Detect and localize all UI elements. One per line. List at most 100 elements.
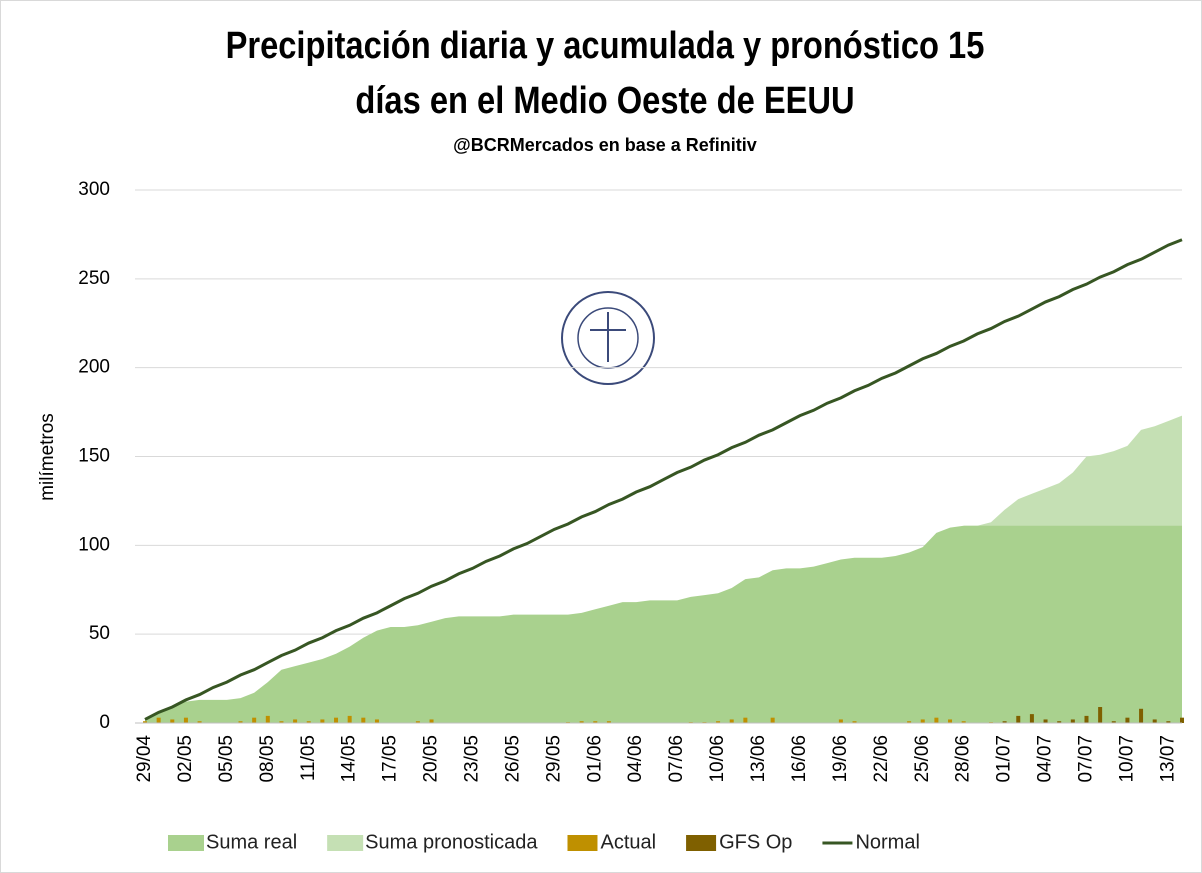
legend-item: Actual (567, 831, 656, 853)
x-tick-label: 11/05 (298, 735, 319, 781)
bar (1166, 721, 1171, 723)
bar (743, 717, 748, 723)
x-tick-label: 07/07 (1076, 735, 1097, 783)
legend-item: Suma pronosticada (327, 831, 538, 853)
bar (961, 721, 966, 723)
bar (729, 719, 734, 723)
bar (1180, 717, 1184, 723)
bar (334, 717, 339, 723)
bar (1043, 719, 1048, 723)
x-tick-label: 29/05 (543, 735, 564, 783)
bar (1002, 721, 1007, 723)
bar (143, 721, 147, 723)
x-tick-label: 02/05 (175, 735, 196, 783)
x-tick-label: 23/05 (461, 735, 482, 783)
legend-label: Suma real (206, 831, 297, 853)
chart-subtitle: @BCRMercados en base a Refinitiv (453, 135, 757, 155)
bar (579, 721, 584, 723)
bar (429, 719, 434, 723)
x-tick-label: 08/05 (257, 735, 278, 783)
bar (306, 721, 311, 723)
bar (1125, 717, 1130, 723)
chart-title: Precipitación diaria y acumulada y pronó… (226, 24, 985, 67)
x-tick-label: 04/07 (1035, 735, 1056, 783)
bar (238, 721, 243, 723)
bar (183, 717, 188, 723)
area (145, 525, 1182, 723)
bar (347, 715, 352, 723)
legend-item: GFS Op (686, 831, 792, 853)
bar (948, 719, 953, 723)
legend-label: GFS Op (719, 831, 792, 853)
x-tick-label: 01/06 (584, 735, 605, 783)
x-tick-label: 10/07 (1116, 735, 1137, 783)
y-tick-label: 50 (89, 623, 110, 644)
y-tick-label: 250 (78, 268, 110, 289)
bar (934, 717, 939, 723)
x-tick-label: 16/06 (789, 735, 810, 783)
x-tick-label: 14/05 (339, 735, 360, 783)
chart-title: días en el Medio Oeste de EEUU (355, 79, 854, 122)
x-tick-label: 22/06 (871, 735, 892, 783)
bar (156, 717, 161, 723)
y-tick-label: 0 (99, 712, 110, 733)
x-tick-label: 01/07 (994, 735, 1015, 783)
x-tick-label: 29/04 (134, 735, 155, 783)
x-tick-label: 25/06 (912, 735, 933, 783)
bar (197, 721, 202, 723)
legend-label: Suma pronosticada (365, 831, 538, 853)
y-tick-label: 200 (78, 357, 110, 378)
bar (1057, 721, 1062, 723)
bar (415, 721, 420, 723)
x-tick-label: 13/07 (1157, 735, 1178, 783)
bar (920, 719, 925, 723)
bar (279, 721, 284, 723)
y-tick-label: 100 (78, 534, 110, 555)
bar (265, 715, 270, 723)
bar (907, 721, 912, 723)
bar (852, 721, 857, 723)
x-tick-label: 17/05 (380, 735, 401, 783)
legend-swatch (686, 835, 717, 851)
x-tick-label: 19/06 (830, 735, 851, 783)
bar (374, 719, 379, 723)
bar (593, 721, 598, 723)
x-tick-label: 20/05 (421, 735, 442, 783)
x-tick-label: 04/06 (625, 735, 646, 783)
legend-item: Normal (822, 831, 920, 853)
bar (252, 717, 257, 723)
legend-label: Normal (855, 831, 919, 853)
bar (838, 719, 843, 723)
x-tick-label: 13/06 (748, 735, 769, 783)
x-tick-label: 05/05 (216, 735, 237, 783)
bar (320, 719, 325, 723)
legend-swatch (567, 835, 598, 851)
bar (293, 719, 298, 723)
bar (361, 717, 366, 723)
bar (606, 721, 611, 723)
bar (716, 721, 721, 723)
x-tick-label: 26/05 (502, 735, 523, 783)
x-tick-label: 28/06 (953, 735, 974, 783)
bar (1016, 715, 1021, 723)
bar (1098, 707, 1103, 723)
legend-swatch (327, 835, 364, 851)
bar (1111, 721, 1116, 723)
legend-label: Actual (600, 831, 656, 853)
bar (170, 719, 175, 723)
bar (770, 717, 775, 723)
y-tick-label: 300 (78, 179, 110, 200)
y-axis-label: milímetros (37, 413, 58, 501)
bar (1152, 719, 1157, 723)
legend-item: Suma real (168, 831, 297, 853)
bar (1139, 708, 1144, 723)
y-tick-label: 150 (78, 446, 110, 467)
line (144, 238, 1183, 721)
bar (1029, 714, 1034, 723)
logo (561, 291, 655, 385)
bar (1084, 715, 1089, 723)
legend-swatch (168, 835, 204, 851)
x-tick-label: 10/06 (707, 735, 728, 783)
bar (1070, 719, 1075, 723)
